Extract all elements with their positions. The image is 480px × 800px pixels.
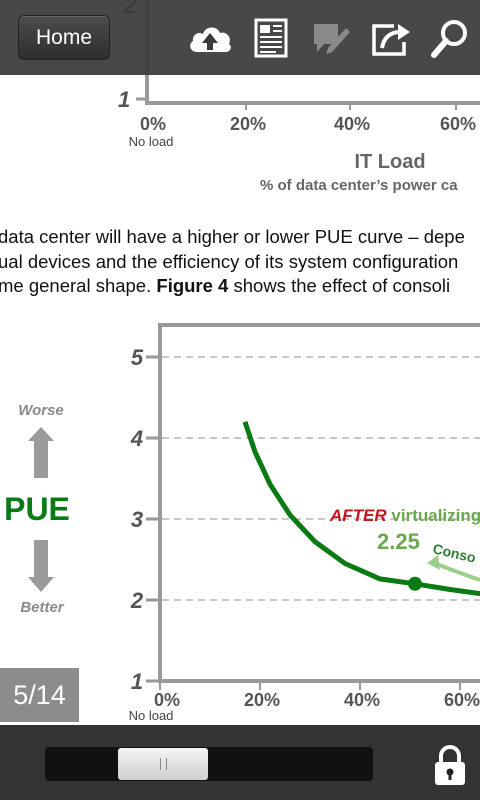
paragraph-line: ual devices and the efficiency of its sy… bbox=[0, 250, 459, 272]
top-x-tick-label: 60% bbox=[440, 114, 476, 134]
share-icon[interactable] bbox=[368, 16, 414, 60]
top-x-tick-label: 20% bbox=[230, 114, 266, 134]
top-chart: 2 1 0% 20% 40% 60% No load IT Load % of … bbox=[118, 0, 480, 194]
annotation-virtualizing: virtualizing bbox=[387, 506, 480, 525]
better-label: Better bbox=[20, 599, 65, 616]
top-x-sublabel: No load bbox=[129, 134, 174, 149]
y-tick-label: 3 bbox=[131, 507, 143, 532]
paragraph-text: shows the effect of consoli bbox=[228, 275, 451, 296]
up-arrow-icon bbox=[28, 427, 54, 478]
worse-label: Worse bbox=[18, 402, 64, 419]
x-sublabel: No load bbox=[129, 708, 174, 723]
annotation-after: AFTER bbox=[329, 506, 387, 525]
pue-curve-series bbox=[242, 421, 480, 597]
bottom-toolbar bbox=[0, 725, 480, 800]
body-paragraph: data center will have a higher or lower … bbox=[0, 225, 480, 299]
x-tick-label: 60% bbox=[444, 690, 480, 710]
y-tick-label: 5 bbox=[131, 345, 144, 370]
y-axis-title-pue: PUE bbox=[4, 491, 70, 527]
home-button[interactable]: Home bbox=[18, 15, 110, 60]
page-scrubber-thumb[interactable] bbox=[118, 748, 208, 780]
y-tick-label: 1 bbox=[131, 669, 143, 694]
consolidation-arrowhead bbox=[427, 555, 440, 570]
top-x-tick-label: 40% bbox=[334, 114, 370, 134]
top-x-axis-title: IT Load bbox=[354, 151, 425, 173]
top-toolbar: Home bbox=[0, 0, 480, 75]
x-tick-label: 0% bbox=[154, 690, 180, 710]
annotation-after-virtualizing: AFTER virtualizing bbox=[329, 506, 480, 525]
y-tick-label: 2 bbox=[130, 588, 144, 613]
gridlines bbox=[162, 356, 480, 601]
paragraph-text: me general shape. bbox=[0, 275, 157, 296]
search-icon[interactable] bbox=[428, 16, 474, 60]
data-point-marker bbox=[408, 576, 422, 591]
comment-edit-icon[interactable] bbox=[308, 16, 354, 60]
lock-icon[interactable] bbox=[430, 743, 470, 787]
page-indicator: 5/14 bbox=[0, 668, 79, 722]
annotation-value: 2.25 bbox=[377, 529, 420, 554]
pue-chart: 5 4 3 2 1 0% 20% 40% 60% No load AFTER virtuali… bbox=[4, 323, 480, 723]
grip-icon bbox=[160, 758, 167, 770]
page-scrubber-track[interactable] bbox=[45, 747, 373, 781]
document-icon[interactable] bbox=[248, 16, 294, 60]
cloud-upload-icon[interactable] bbox=[187, 16, 233, 60]
paragraph-line: data center will have a higher or lower … bbox=[0, 226, 465, 247]
y-ticks: 5 4 3 2 1 bbox=[130, 345, 160, 694]
top-y-tick-label: 1 bbox=[118, 87, 130, 112]
top-x-tick-label: 0% bbox=[140, 114, 166, 134]
top-x-axis-subtitle: % of data center’s power ca bbox=[260, 177, 458, 194]
down-arrow-icon bbox=[28, 540, 54, 592]
x-tick-label: 20% bbox=[244, 690, 280, 710]
paragraph-line: me general shape. Figure 4 shows the eff… bbox=[0, 274, 480, 299]
figure-reference: Figure 4 bbox=[156, 275, 229, 296]
y-tick-label: 4 bbox=[130, 426, 143, 451]
x-tick-label: 40% bbox=[344, 690, 380, 710]
x-ticks: 0% 20% 40% 60% bbox=[154, 681, 480, 710]
